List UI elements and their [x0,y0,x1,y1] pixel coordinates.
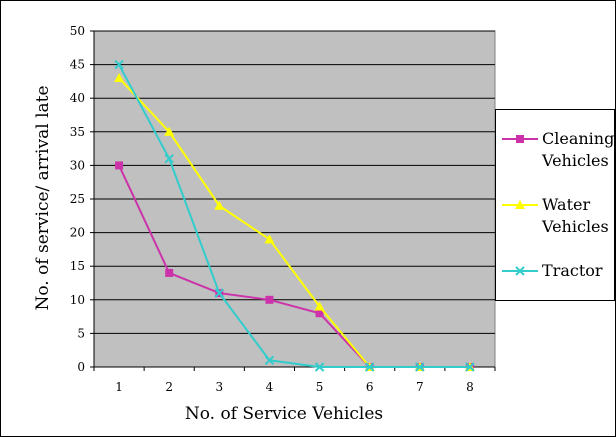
point-tractor-3 [214,288,225,298]
legend-label-cleaning-line1: Cleaning [542,129,615,148]
point-tractor-6 [364,362,375,372]
plot-area [93,30,496,368]
point-water-vehicles-2 [164,126,175,136]
point-cleaning-vehicles-4 [265,295,274,304]
x-tick-label-2: 2 [165,380,173,394]
x-tick-label-5: 5 [316,380,324,394]
y-tick-label-25: 25 [70,192,85,206]
x-tick-label-4: 4 [266,380,274,394]
legend-swatch-cleaning-vehicles [502,135,538,143]
x-tick-label-8: 8 [466,380,474,394]
y-tick-label-20: 20 [70,226,85,240]
legend-swatch-water-vehicles [502,200,538,209]
point-cleaning-vehicles-2 [165,268,174,277]
point-water-vehicles-1 [114,73,125,83]
y-tick-label-30: 30 [70,158,85,172]
y-axis-label: No. of service/ arrival late [33,85,53,310]
legend-label-tractor: Tractor [542,261,603,280]
x-tick-label-3: 3 [215,380,223,394]
series-line-tractor [118,64,470,368]
point-tractor-5 [314,362,325,372]
point-water-vehicles-5 [314,301,325,311]
x-axis-label: No. of Service Vehicles [185,404,383,424]
point-tractor-8 [465,362,475,372]
y-tick-label-10: 10 [70,293,85,307]
point-tractor-4 [264,355,275,365]
point-tractor-7 [415,362,425,372]
legend: Cleaning Vehicles Water Vehicles Tractor [495,109,615,301]
point-cleaning-vehicles-5 [315,309,324,318]
point-tractor-2 [164,153,174,164]
x-tick-label-7: 7 [416,380,424,394]
x-tick-label-6: 6 [366,380,374,394]
point-tractor-1 [114,59,124,70]
legend-label-water-line1: Water [542,195,591,214]
y-tick-label-35: 35 [70,125,85,139]
legend-label-water-line2: Vehicles [542,217,609,236]
point-water-vehicles-3 [214,200,225,210]
y-tick-label-50: 50 [70,24,85,38]
legend-swatch-tractor [502,266,538,276]
series-layer [114,59,475,372]
y-tick-label-40: 40 [70,91,85,105]
y-tick-label-45: 45 [70,58,85,72]
legend-label-cleaning-line2: Vehicles [542,151,609,170]
y-tick-label-15: 15 [70,259,85,273]
y-tick-label-5: 5 [77,326,85,340]
x-tick-label-1: 1 [115,380,123,394]
point-cleaning-vehicles-1 [115,161,124,170]
y-tick-label-0: 0 [77,360,85,374]
point-water-vehicles-4 [264,234,275,244]
